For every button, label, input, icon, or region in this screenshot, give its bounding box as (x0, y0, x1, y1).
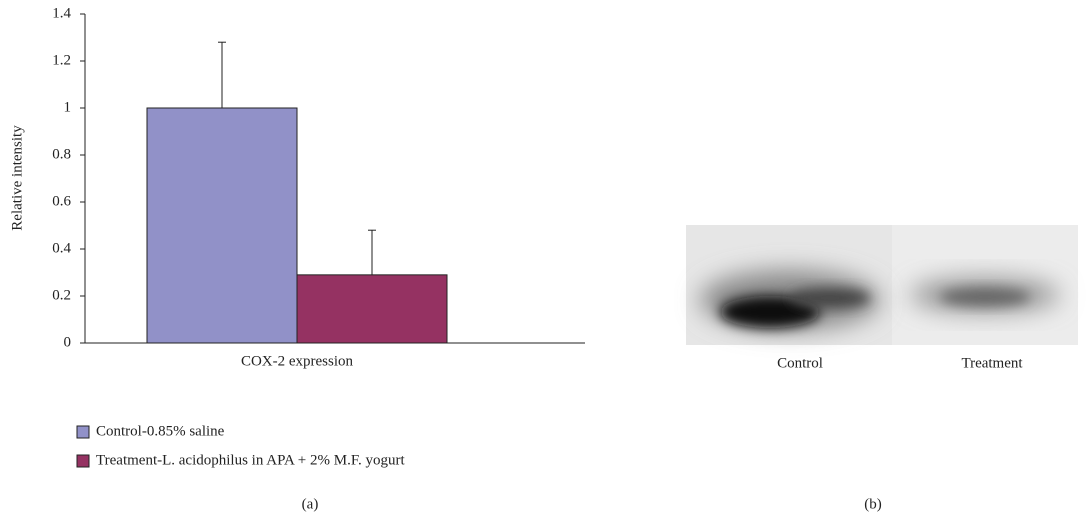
legend-label: Control-0.85% saline (96, 423, 225, 439)
y-tick-label: 0.4 (52, 240, 71, 256)
bar (146, 107, 298, 344)
error-bar (218, 41, 226, 108)
y-tick-label: 1.2 (52, 52, 71, 68)
y-tick-label: 0.2 (52, 287, 71, 303)
y-tick-label: 0.6 (52, 193, 71, 209)
y-tick-label: 1 (64, 99, 72, 115)
y-axis-label: Relative intensity (9, 125, 25, 231)
legend-swatch (76, 425, 90, 439)
lane-label: Control (777, 355, 823, 371)
x-tick-label: COX-2 expression (241, 353, 354, 369)
error-bar (368, 229, 376, 275)
y-tick-label: 1.4 (52, 5, 71, 21)
bar (296, 274, 448, 344)
blot-image (686, 225, 1078, 345)
panel-label: (a) (302, 496, 319, 512)
panel-label: (b) (864, 496, 882, 512)
y-tick-label: 0.8 (52, 146, 71, 162)
y-tick-label: 0 (64, 334, 72, 350)
legend-label: Treatment-L. acidophilus in APA + 2% M.F… (96, 452, 405, 468)
lane-label: Treatment (961, 355, 1023, 371)
legend-swatch (76, 454, 90, 468)
